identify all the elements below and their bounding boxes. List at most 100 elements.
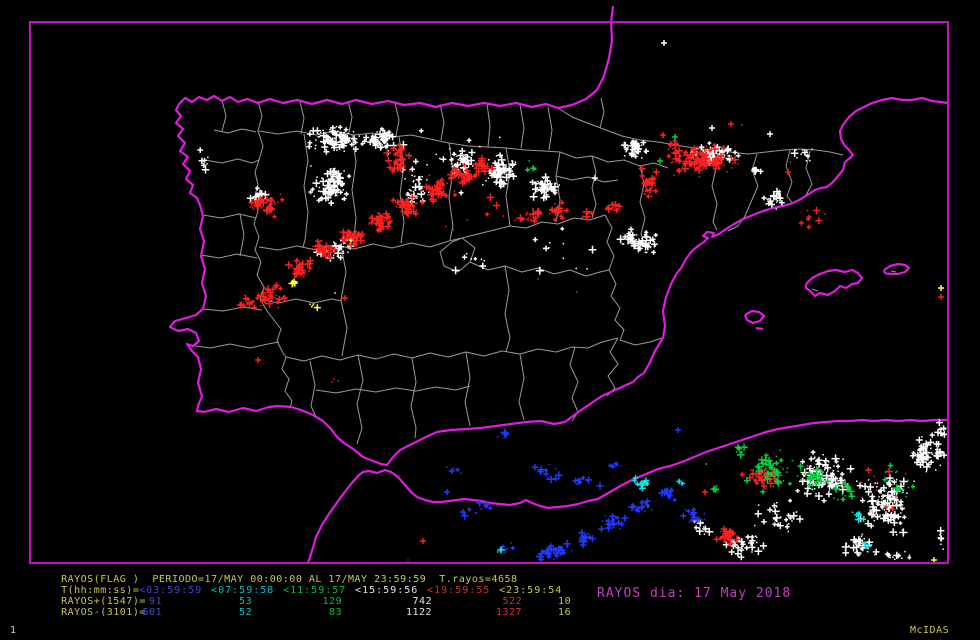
strike-cluster (387, 128, 508, 196)
strike-cluster (710, 485, 719, 493)
strike-cluster (692, 518, 714, 536)
strike-cluster (447, 163, 479, 187)
time-bin: <07:59:58 (211, 585, 275, 596)
count-cell: 16 (558, 607, 572, 618)
strike-cluster (743, 449, 794, 495)
strike-cluster (248, 192, 285, 219)
strike-cluster (346, 238, 353, 243)
strike-cluster (884, 550, 912, 560)
count-cell: 501 (142, 607, 163, 618)
strike-singles (407, 427, 681, 561)
strike-cluster (531, 463, 563, 484)
rayos-plus-row: RAYOS+(1547)= 91 53 129 742 522 10 (35, 585, 571, 618)
strike-cluster (285, 256, 315, 278)
strike-cluster (713, 525, 741, 547)
time-row-label: T(hh:mm:ss)= (61, 585, 140, 596)
count-cell: 742 (412, 596, 433, 607)
strike-cluster (390, 194, 425, 218)
strike-cluster (309, 303, 321, 312)
strike-cluster (581, 207, 594, 221)
strike-cluster (516, 207, 543, 224)
strike-cluster (483, 155, 517, 187)
strike-cluster (937, 527, 945, 550)
frame-number: 1 (10, 625, 17, 636)
strike-cluster (628, 497, 653, 513)
strike-cluster (525, 165, 537, 173)
count-cell: 129 (322, 596, 343, 607)
strike-cluster (934, 419, 947, 438)
strike-cluster (680, 507, 706, 523)
strike-cluster (896, 486, 904, 494)
mcidas-watermark: McIDAS (910, 625, 950, 636)
strike-cluster (790, 148, 813, 162)
strike-cluster (910, 432, 947, 473)
time-bin: <19:59:55 (427, 585, 491, 596)
strike-singles (334, 40, 773, 294)
strike-cluster (616, 226, 658, 255)
strike-cluster (367, 210, 393, 233)
strike-cluster (676, 478, 686, 486)
strike-cluster (403, 172, 558, 231)
strike-cluster (311, 238, 338, 260)
strike-cluster (621, 139, 649, 159)
count-cell: 91 (149, 596, 163, 607)
strike-cluster (605, 201, 623, 214)
status-header: RAYOS(FLAG ) PERIODO=17/MAY 00:00:00 AL … (35, 563, 518, 596)
strike-cluster (788, 450, 858, 504)
strike-cluster (841, 533, 880, 557)
strike-cluster (598, 513, 629, 533)
strike-cluster (761, 187, 785, 210)
strike-cluster (532, 226, 597, 275)
frame-border (29, 21, 949, 564)
strike-cluster (798, 206, 826, 230)
count-cell: 83 (329, 607, 343, 618)
strike-cluster (638, 165, 660, 199)
strike-cluster (306, 125, 364, 155)
strike-cluster (308, 165, 352, 206)
rayos-minus-row: RAYOS-(3101)=501 52 83 1122 1327 16 (35, 596, 571, 629)
count-cell: 52 (239, 607, 253, 618)
strike-cluster (236, 294, 258, 311)
strike-cluster (496, 546, 505, 554)
strike-cluster (751, 166, 764, 175)
strike-cluster (446, 466, 462, 475)
strike-cluster (536, 539, 573, 562)
strike-cluster (882, 462, 916, 498)
strike-cluster (608, 461, 622, 469)
strike-cluster (632, 475, 650, 492)
strike-singles (255, 121, 944, 544)
strike-cluster (832, 480, 856, 502)
strike-cluster (572, 475, 604, 490)
strike-cluster (461, 499, 493, 520)
strike-cluster (578, 529, 596, 549)
strike-cluster (666, 141, 740, 178)
strike-cluster (383, 142, 413, 174)
rayos-plus-label: RAYOS+(1547)= (61, 596, 146, 607)
count-cell: 10 (558, 596, 572, 607)
lightning-strikes (197, 40, 947, 562)
strike-cluster (339, 228, 366, 249)
strike-singles (931, 285, 944, 562)
strike-cluster (667, 138, 683, 158)
strike-cluster (288, 278, 298, 288)
strike-cluster (496, 428, 510, 439)
strike-cluster (473, 154, 497, 175)
strike-cluster (851, 511, 867, 524)
time-bins-row: T(hh:mm:ss)=<03:59:59 <07:59:58 <11:59:57 <… (35, 574, 571, 607)
strike-cluster (451, 253, 486, 275)
strike-singles (528, 134, 678, 508)
strike-cluster (529, 173, 560, 202)
count-cell: 1122 (406, 607, 433, 618)
strike-cluster (862, 541, 872, 550)
time-bin: <15:59:56 (355, 585, 419, 596)
strike-cluster (255, 282, 288, 309)
strike-cluster (775, 511, 804, 533)
strike-cluster (658, 487, 677, 502)
strike-cluster (856, 474, 915, 537)
count-cell: 1327 (496, 607, 523, 618)
strike-cluster (197, 147, 210, 174)
strike-cluster (754, 501, 781, 527)
map-caption: RAYOS dia: 17 May 2018 (597, 586, 792, 601)
